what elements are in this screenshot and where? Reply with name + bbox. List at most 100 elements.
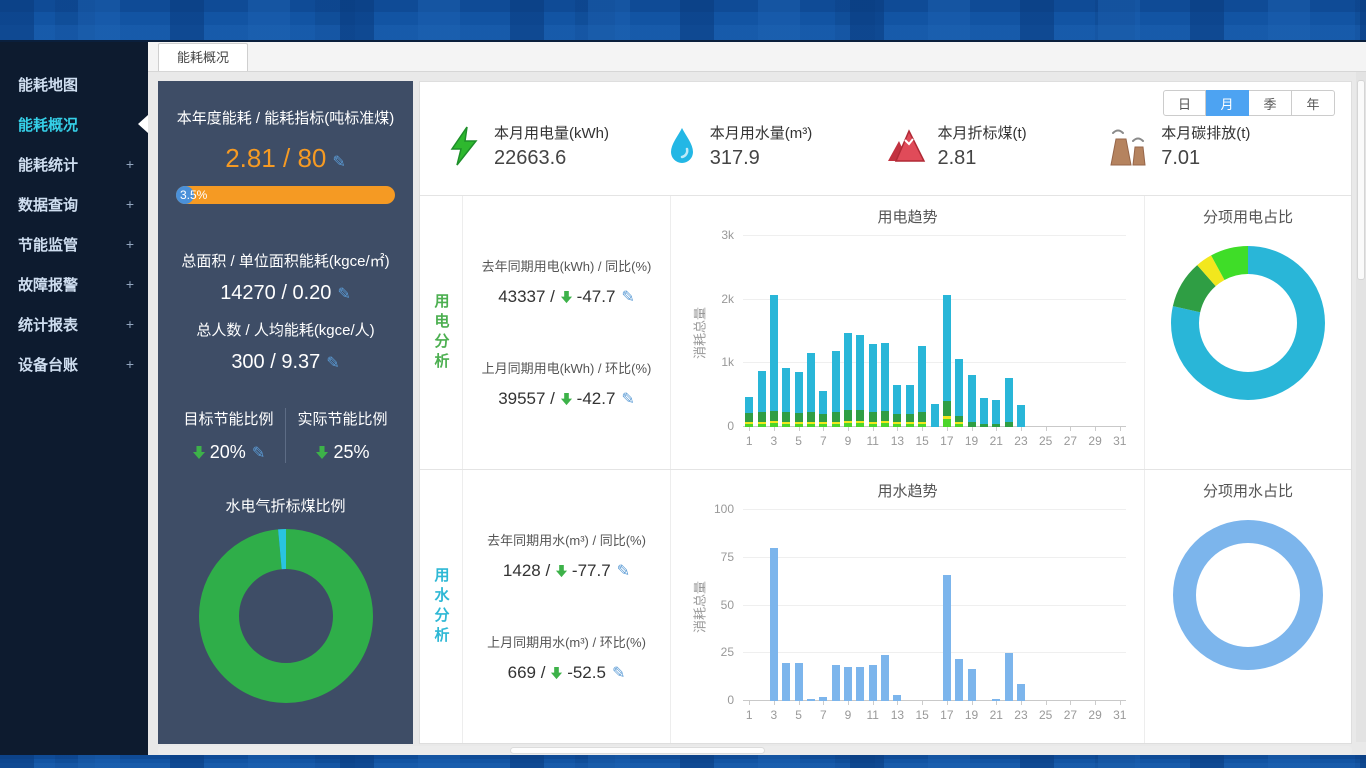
edit-annual-icon[interactable]: ✎: [332, 154, 346, 171]
sidebar-item-statistical-reports[interactable]: 统计报表 +: [0, 304, 148, 344]
bar-day-4: [782, 412, 791, 422]
x-axis-tick-label: 17: [940, 434, 954, 448]
gridline: [743, 604, 1126, 606]
bar-day-19: [967, 668, 976, 701]
electricity-yoy-delta: -47.7: [576, 286, 616, 306]
actual-saving-title: 实际节能比例: [297, 411, 388, 428]
bar-day-7: [819, 697, 828, 701]
sidebar-item-data-query[interactable]: 数据查询 +: [0, 184, 148, 224]
electricity-mom-number: 39557 /: [498, 389, 555, 409]
bar-day-3: [769, 423, 778, 427]
bar-day-23: [1016, 404, 1025, 427]
water-mom-number: 669 /: [507, 663, 546, 683]
tab-energy-overview[interactable]: 能耗概况: [158, 43, 249, 71]
edit-electricity-mom-icon[interactable]: ✎: [621, 391, 635, 409]
bar-day-14: [905, 423, 914, 427]
x-axis-tick-mark: [996, 701, 998, 705]
x-axis-tick-label: 25: [1039, 434, 1053, 448]
x-axis-tick-label: 15: [915, 434, 929, 448]
horizontal-scrollbar: [158, 746, 1352, 755]
x-axis-tick-label: 25: [1039, 708, 1053, 722]
tab-bar: 能耗概况: [148, 42, 1366, 72]
bar-day-3: [769, 548, 778, 701]
water-breakdown-panel: 分项用水占比: [1144, 470, 1351, 743]
bar-day-12: [881, 655, 890, 701]
x-axis-tick-mark: [1095, 427, 1097, 431]
annual-energy-value: 2.81 / 80 ✎: [172, 143, 399, 174]
content-area: 能耗概况 本年度能耗 / 能耗指标(吨标准煤) 2.81 / 80 ✎ 3.5% …: [148, 42, 1366, 755]
sidebar-item-energy-map[interactable]: 能耗地图: [0, 64, 148, 104]
bar-day-17: [942, 574, 951, 701]
bar-day-17: [942, 400, 951, 416]
bar-day-2: [757, 370, 766, 413]
people-number: 300 / 9.37: [231, 351, 321, 373]
x-axis-tick-label: 13: [890, 434, 905, 448]
stat-card-coal: 本月折标煤(t) 2.81: [886, 122, 1106, 170]
bar-day-18: [955, 658, 964, 701]
period-button-年[interactable]: 年: [1292, 90, 1335, 116]
water-yoy-delta: -77.7: [571, 560, 611, 580]
down-arrow-icon: [560, 393, 572, 406]
x-axis-tick-label: 29: [1088, 708, 1102, 722]
edit-area-icon[interactable]: ✎: [337, 286, 351, 303]
electricity-mom-delta: -42.7: [576, 389, 616, 409]
x-axis-tick-mark: [1020, 701, 1022, 705]
period-switch: 日月季年: [1163, 90, 1335, 116]
target-saving-value: 20% ✎: [172, 442, 285, 463]
x-axis-tick-label: 9: [844, 434, 852, 448]
main-shell: 能耗地图 能耗概况 能耗统计 + 数据查询 + 节能监管 + 故障报警 + 统计报表 + 设备台账 + 能…: [0, 42, 1366, 755]
edit-target-saving-icon[interactable]: ✎: [251, 445, 266, 462]
bar-day-11: [868, 664, 877, 701]
x-axis-tick-label: 13: [890, 708, 905, 722]
x-axis-tick-label: 5: [795, 708, 802, 722]
y-axis-tick-label: 1k: [721, 355, 734, 370]
x-axis-tick-mark: [996, 427, 998, 431]
x-axis-tick-label: 19: [964, 708, 979, 722]
gridline: [743, 556, 1126, 558]
bar-day-1: [745, 421, 754, 424]
bar-day-13: [893, 695, 902, 701]
period-button-日[interactable]: 日: [1163, 90, 1206, 116]
bar-day-20: [979, 398, 988, 424]
edit-water-mom-icon[interactable]: ✎: [611, 665, 626, 683]
area-title: 总面积 / 单位面积能耗(kgce/㎡): [181, 253, 390, 270]
sidebar-item-fault-alarm[interactable]: 故障报警 +: [0, 264, 148, 304]
electricity_breakdown-slice-3: [1171, 246, 1325, 400]
bar-day-16: [930, 404, 939, 427]
x-axis-tick-mark: [946, 701, 948, 705]
water-mom-title: 上月同期用水(m³) / 环比(%): [487, 635, 646, 651]
x-axis-tick-mark: [823, 701, 825, 705]
water-yoy-title: 去年同期用水(m³) / 同比(%): [487, 532, 646, 548]
edit-electricity-yoy-icon[interactable]: ✎: [621, 288, 635, 306]
bar-day-15: [918, 346, 927, 413]
sidebar-item-energy-overview[interactable]: 能耗概况: [0, 104, 148, 144]
progress-cap-dot: [176, 186, 194, 204]
stat-label: 本月碳排放(t): [1161, 124, 1251, 142]
horizontal-scrollbar-thumb[interactable]: [510, 747, 765, 754]
bar-day-6: [806, 353, 815, 413]
x-axis-tick-label: 1: [745, 434, 753, 448]
vertical-scrollbar-thumb[interactable]: [1357, 80, 1365, 280]
sidebar-item-energy-saving-supervision[interactable]: 节能监管 +: [0, 224, 148, 264]
x-axis-tick-mark: [1020, 427, 1022, 431]
x-axis-tick-mark: [798, 427, 800, 431]
bar-day-19: [967, 421, 976, 427]
period-button-月[interactable]: 月: [1206, 90, 1249, 116]
bar-day-14: [905, 413, 914, 423]
mountain-icon: [887, 128, 925, 162]
water-breakdown-title: 分项用水占比: [1202, 483, 1293, 500]
x-axis-tick-mark: [971, 701, 973, 705]
x-axis-tick-label: 3: [770, 708, 778, 722]
edit-water-yoy-icon[interactable]: ✎: [616, 562, 631, 580]
period-button-季[interactable]: 季: [1249, 90, 1292, 116]
coal-ratio-donut: [198, 529, 373, 703]
stat-card-water: 本月用水量(m³) 317.9: [666, 122, 886, 170]
bar-day-11: [868, 412, 877, 422]
x-axis-tick-label: 11: [866, 434, 879, 448]
electricity-mom-title: 上月同期用电(kWh) / 环比(%): [481, 361, 652, 377]
edit-people-icon[interactable]: ✎: [326, 355, 340, 372]
sidebar-item-energy-statistics[interactable]: 能耗统计 +: [0, 144, 148, 184]
bar-day-22: [1004, 421, 1013, 427]
sidebar-item-equipment-ledger[interactable]: 设备台账 +: [0, 344, 148, 384]
